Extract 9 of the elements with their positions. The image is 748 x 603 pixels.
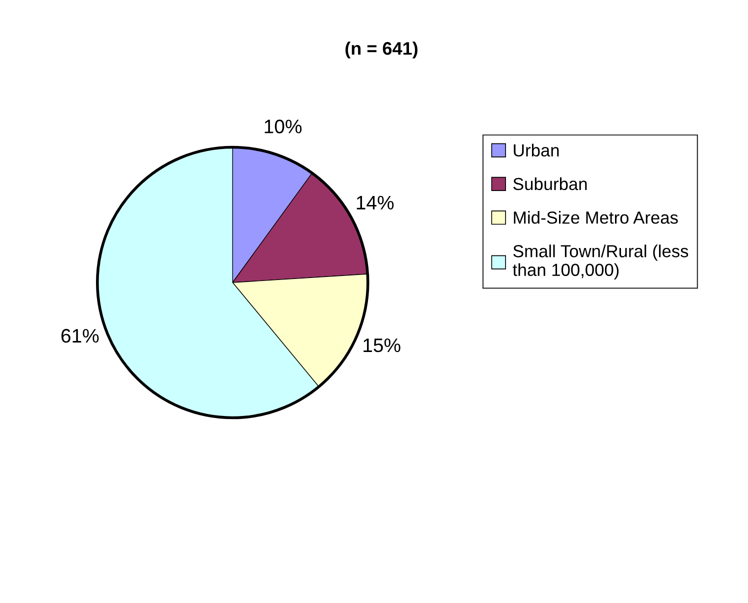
legend-label: Urban	[514, 144, 559, 157]
data-label: 14%	[356, 196, 394, 210]
data-label: 15%	[364, 338, 400, 352]
chart-title: (n = 641)	[346, 42, 418, 58]
data-label: 10%	[264, 120, 302, 134]
legend-label: Mid-Size Metro Areas	[514, 211, 678, 224]
data-label: 61%	[61, 328, 99, 343]
legend-label: Suburban	[513, 177, 587, 190]
legend-label: Small Town/Rural (less than 100,000)	[512, 244, 688, 280]
